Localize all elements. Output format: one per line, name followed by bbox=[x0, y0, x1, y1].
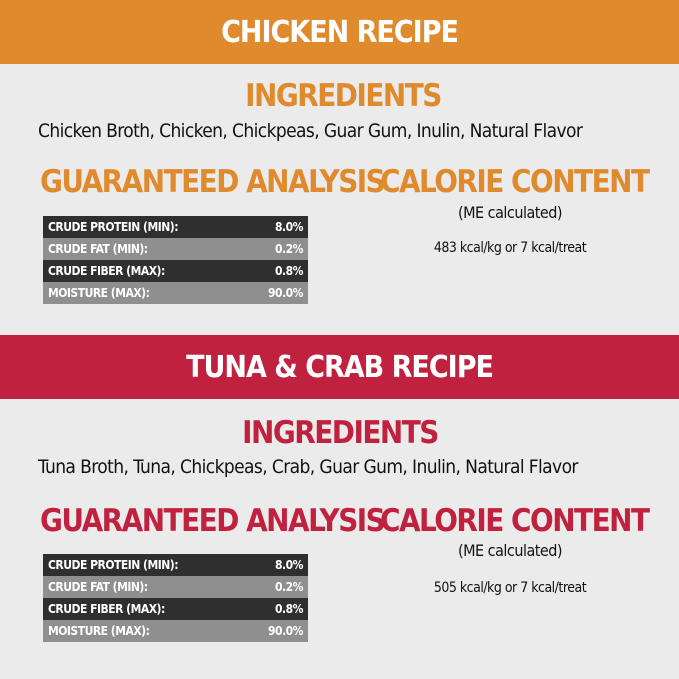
row-label: MOISTURE (MAX): bbox=[48, 624, 150, 638]
table-row: CRUDE FAT (MIN): 0.2% bbox=[43, 238, 308, 260]
calorie-value: 483 kcal/kg or 7 kcal/treat bbox=[433, 240, 587, 256]
row-label: MOISTURE (MAX): bbox=[48, 286, 150, 300]
row-value: 0.2% bbox=[275, 580, 303, 594]
analysis-table: CRUDE PROTEIN (MIN): 8.0% CRUDE FAT (MIN)… bbox=[43, 216, 308, 304]
table-row: CRUDE PROTEIN (MIN): 8.0% bbox=[43, 554, 308, 576]
row-value: 0.2% bbox=[275, 242, 303, 256]
calorie-note: (ME calculated) bbox=[457, 203, 563, 222]
analysis-table: CRUDE PROTEIN (MIN): 8.0% CRUDE FAT (MIN)… bbox=[43, 554, 308, 642]
ingredients-text: Tuna Broth, Tuna, Chickpeas, Crab, Guar … bbox=[38, 456, 578, 478]
row-value: 8.0% bbox=[275, 558, 303, 572]
table-row: CRUDE FAT (MIN): 0.2% bbox=[43, 576, 308, 598]
row-value: 90.0% bbox=[268, 286, 303, 300]
table-row: CRUDE PROTEIN (MIN): 8.0% bbox=[43, 216, 308, 238]
recipe-banner: TUNA & CRAB RECIPE bbox=[0, 335, 679, 399]
table-row: CRUDE FIBER (MAX): 0.8% bbox=[43, 598, 308, 620]
ingredients-text: Chicken Broth, Chicken, Chickpeas, Guar … bbox=[38, 120, 583, 142]
recipe-banner: CHICKEN RECIPE bbox=[0, 0, 679, 64]
row-label: CRUDE PROTEIN (MIN): bbox=[48, 220, 179, 234]
analysis-heading: GUARANTEED ANALYSIS bbox=[40, 164, 386, 200]
calorie-note: (ME calculated) bbox=[457, 541, 563, 560]
chicken-section: CHICKEN RECIPE INGREDIENTS Chicken Broth… bbox=[0, 0, 679, 304]
ingredients-heading: INGREDIENTS bbox=[245, 78, 442, 114]
row-label: CRUDE PROTEIN (MIN): bbox=[48, 558, 179, 572]
row-value: 0.8% bbox=[275, 264, 303, 278]
analysis-heading: GUARANTEED ANALYSIS bbox=[40, 503, 386, 539]
calorie-value: 505 kcal/kg or 7 kcal/treat bbox=[433, 580, 587, 596]
tuna-crab-section: TUNA & CRAB RECIPE INGREDIENTS Tuna Brot… bbox=[0, 335, 679, 675]
table-row: MOISTURE (MAX): 90.0% bbox=[43, 282, 308, 304]
row-label: CRUDE FAT (MIN): bbox=[48, 242, 148, 256]
calorie-heading: CALORIE CONTENT bbox=[380, 164, 650, 200]
row-label: CRUDE FAT (MIN): bbox=[48, 580, 148, 594]
calorie-heading: CALORIE CONTENT bbox=[380, 503, 650, 539]
row-value: 0.8% bbox=[275, 602, 303, 616]
table-row: CRUDE FIBER (MAX): 0.8% bbox=[43, 260, 308, 282]
table-row: MOISTURE (MAX): 90.0% bbox=[43, 620, 308, 642]
row-value: 90.0% bbox=[268, 624, 303, 638]
row-label: CRUDE FIBER (MAX): bbox=[48, 264, 165, 278]
row-value: 8.0% bbox=[275, 220, 303, 234]
row-label: CRUDE FIBER (MAX): bbox=[48, 602, 165, 616]
ingredients-heading: INGREDIENTS bbox=[242, 415, 439, 451]
